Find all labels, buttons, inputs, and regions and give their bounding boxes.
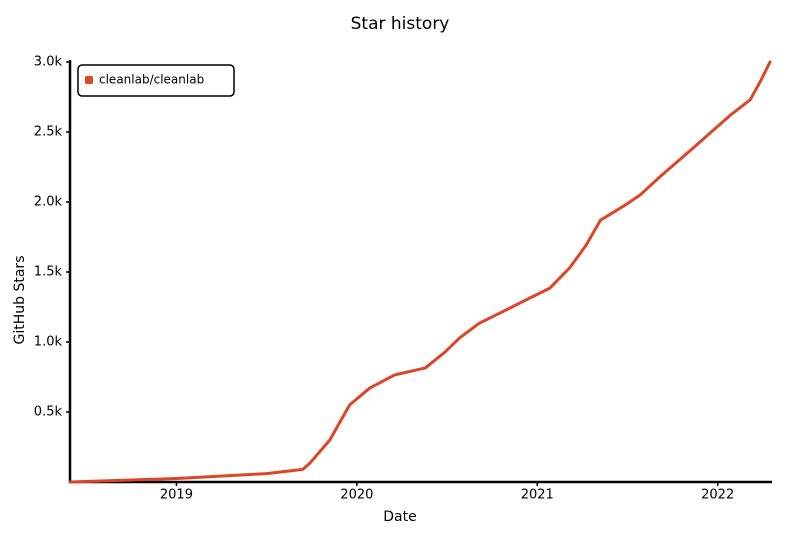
y-tick-label: 1.5k <box>34 265 63 280</box>
y-tick-label: 3.0k <box>34 55 63 70</box>
legend-label: cleanlab/cleanlab <box>99 73 204 87</box>
y-tick-label: 2.5k <box>34 125 63 140</box>
legend-swatch <box>85 76 93 84</box>
x-axis-label: Date <box>383 509 416 525</box>
chart-title: Star history <box>351 14 450 34</box>
x-tick-label: 2021 <box>521 488 554 503</box>
y-tick-label: 0.5k <box>34 405 63 420</box>
x-tick-label: 2019 <box>160 488 193 503</box>
y-axis-label: GitHub Stars <box>12 256 28 345</box>
y-tick-label: 1.0k <box>34 335 63 350</box>
data-line <box>68 60 772 484</box>
x-tick-label: 2022 <box>701 488 734 503</box>
legend-box <box>77 64 235 97</box>
y-tick-label: 2.0k <box>34 195 63 210</box>
x-tick-label: 2020 <box>340 488 373 503</box>
